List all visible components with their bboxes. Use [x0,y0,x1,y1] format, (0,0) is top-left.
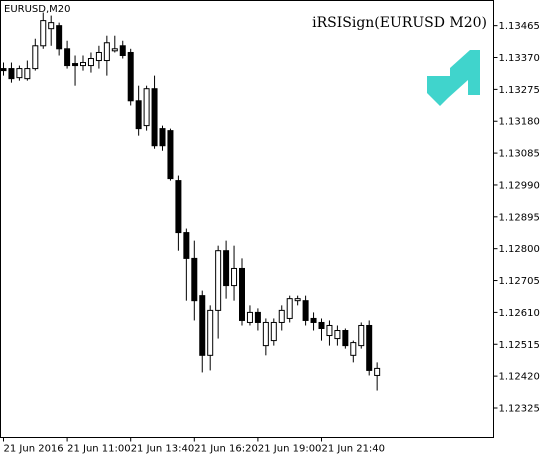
candle-body [374,367,381,376]
candle-body [223,250,230,287]
candle-body [16,68,23,79]
chart-title: EURUSD,M20 [4,4,70,15]
candle-body [358,324,365,347]
x-tick-label: 21 Jun 21:40 [322,444,386,455]
indicator-label: iRSISign(EURUSD M20) [312,15,487,31]
candle-body [215,250,222,311]
y-tick-label: 1.13275 [499,85,540,96]
candle-body [270,321,277,342]
candle-body [72,63,79,67]
x-tick-label: 21 Jun 2016 [4,444,64,455]
candle-body [262,321,269,347]
candle-body [119,45,126,57]
candle-body [334,330,341,340]
candle-body [135,100,142,130]
y-tick-label: 1.12420 [499,372,540,383]
candle-body [32,45,39,70]
x-tick-label: 21 Jun 11:00 [67,444,131,455]
candle-body [151,88,158,147]
candle-body [87,58,94,67]
candle-body [103,42,110,62]
y-tick-label: 1.13180 [499,117,540,128]
signal-arrow [427,50,480,106]
y-tick-label: 1.12705 [499,276,540,287]
candle-body [159,128,166,147]
y-tick-label: 1.13370 [499,53,540,64]
x-tick-label: 21 Jun 19:00 [258,444,322,455]
candle-body [183,232,190,259]
candle-body [199,295,206,356]
candle-body [207,309,214,356]
y-tick-label: 1.12990 [499,180,540,191]
candle-body [318,321,325,330]
y-tick-label: 1.12325 [499,403,540,414]
candle-body [64,48,71,67]
y-tick-label: 1.12895 [499,212,540,223]
candle-body [127,51,134,102]
candle-body [191,257,198,302]
y-tick-label: 1.13085 [499,149,540,160]
candle-body [231,267,238,287]
plot-frame [0,0,494,438]
y-tick-label: 1.13465 [499,21,540,32]
candle-body [278,309,285,323]
candle-body [246,311,253,323]
candle-body [366,324,373,371]
candle-body [294,298,301,302]
candle-body [111,48,118,52]
x-tick-label: 21 Jun 13:40 [131,444,195,455]
candle-body [302,300,309,321]
x-tick-label: 21 Jun 16:20 [194,444,258,455]
candle-body [0,68,7,72]
candle-body [350,342,357,356]
candle-body [326,324,333,337]
candle-body [56,25,63,50]
candle-body [48,22,55,30]
candle-body [40,20,47,47]
candle-body [239,267,245,321]
candle-body [167,130,174,180]
y-tick-label: 1.12515 [499,340,540,351]
candle-body [342,330,349,347]
y-tick-label: 1.12800 [499,244,540,255]
candle-body [95,51,102,62]
candle-body [286,298,293,319]
candle-body [24,68,31,80]
candle-body [8,68,15,80]
y-tick-label: 1.12610 [499,308,540,319]
candle-body [80,62,86,67]
candle-body [175,180,182,234]
candle-body [254,311,261,323]
candle-body [310,317,317,323]
candle-body [143,88,150,127]
